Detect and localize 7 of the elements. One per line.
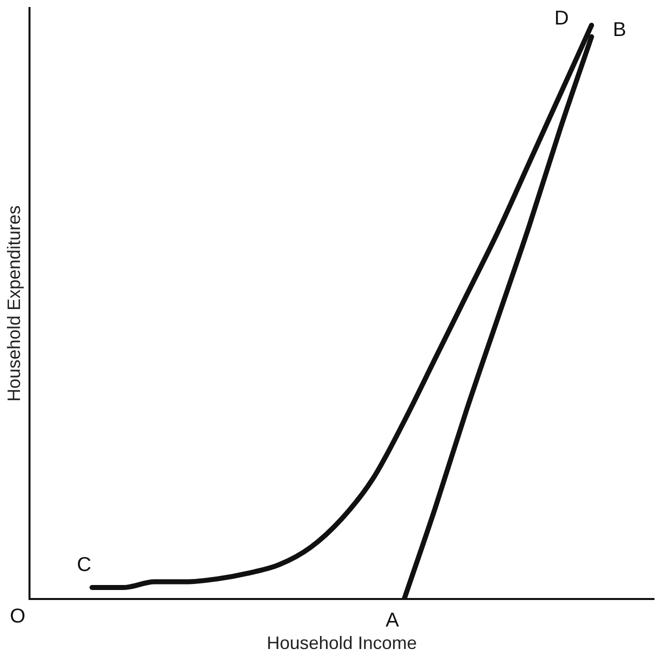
y-axis-title: Household Expenditures: [4, 205, 24, 402]
text: O: [10, 606, 26, 628]
annotation: C: [76, 554, 92, 576]
x-axis-title: Household Income: [266, 633, 417, 654]
text: A: [386, 610, 400, 632]
annotation: B: [612, 19, 626, 42]
annotation: D: [554, 8, 569, 30]
